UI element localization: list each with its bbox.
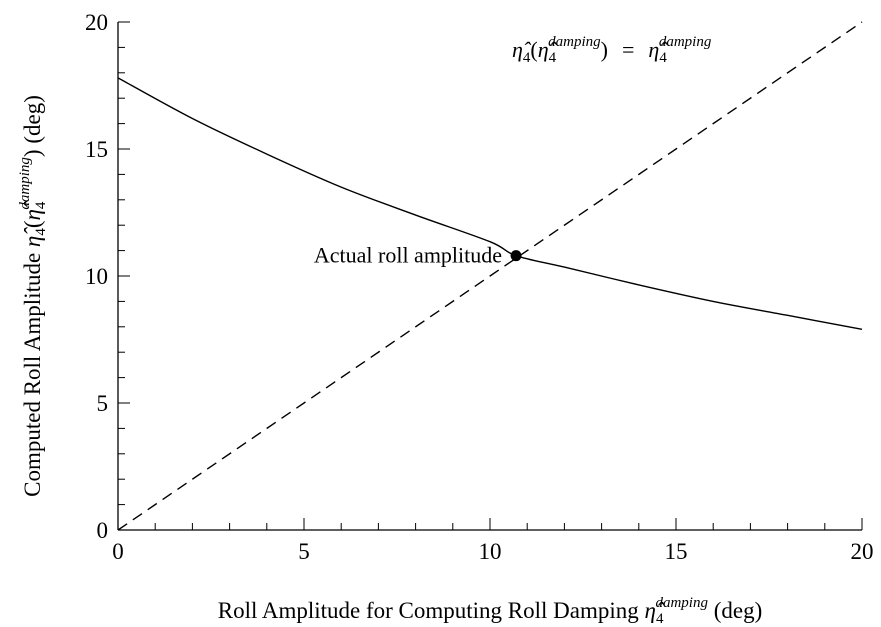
y-tick-label: 15 <box>85 137 108 162</box>
x-tick-label: 15 <box>665 539 688 564</box>
x-tick-label: 10 <box>479 539 502 564</box>
x-tick-label: 20 <box>851 539 874 564</box>
series-line-dashed <box>117 21 863 531</box>
actual-roll-amplitude-marker <box>510 250 522 262</box>
y-axis-title: Computed Roll Amplitude η̂4(η̂4damping) … <box>17 95 49 497</box>
x-tick-label: 5 <box>298 539 310 564</box>
y-tick-label: 5 <box>97 391 109 416</box>
x-axis-title: Roll Amplitude for Computing Roll Dampin… <box>218 595 762 627</box>
series-line-solid <box>117 77 863 331</box>
y-tick-label: 20 <box>85 10 108 35</box>
y-tick-label: 0 <box>97 518 109 543</box>
x-tick-label: 0 <box>112 539 124 564</box>
identity-line-annotation: η̂4(η̂4damping) = η̂4damping <box>512 34 712 66</box>
y-tick-label: 10 <box>85 264 108 289</box>
marker-label: Actual roll amplitude <box>314 243 502 268</box>
